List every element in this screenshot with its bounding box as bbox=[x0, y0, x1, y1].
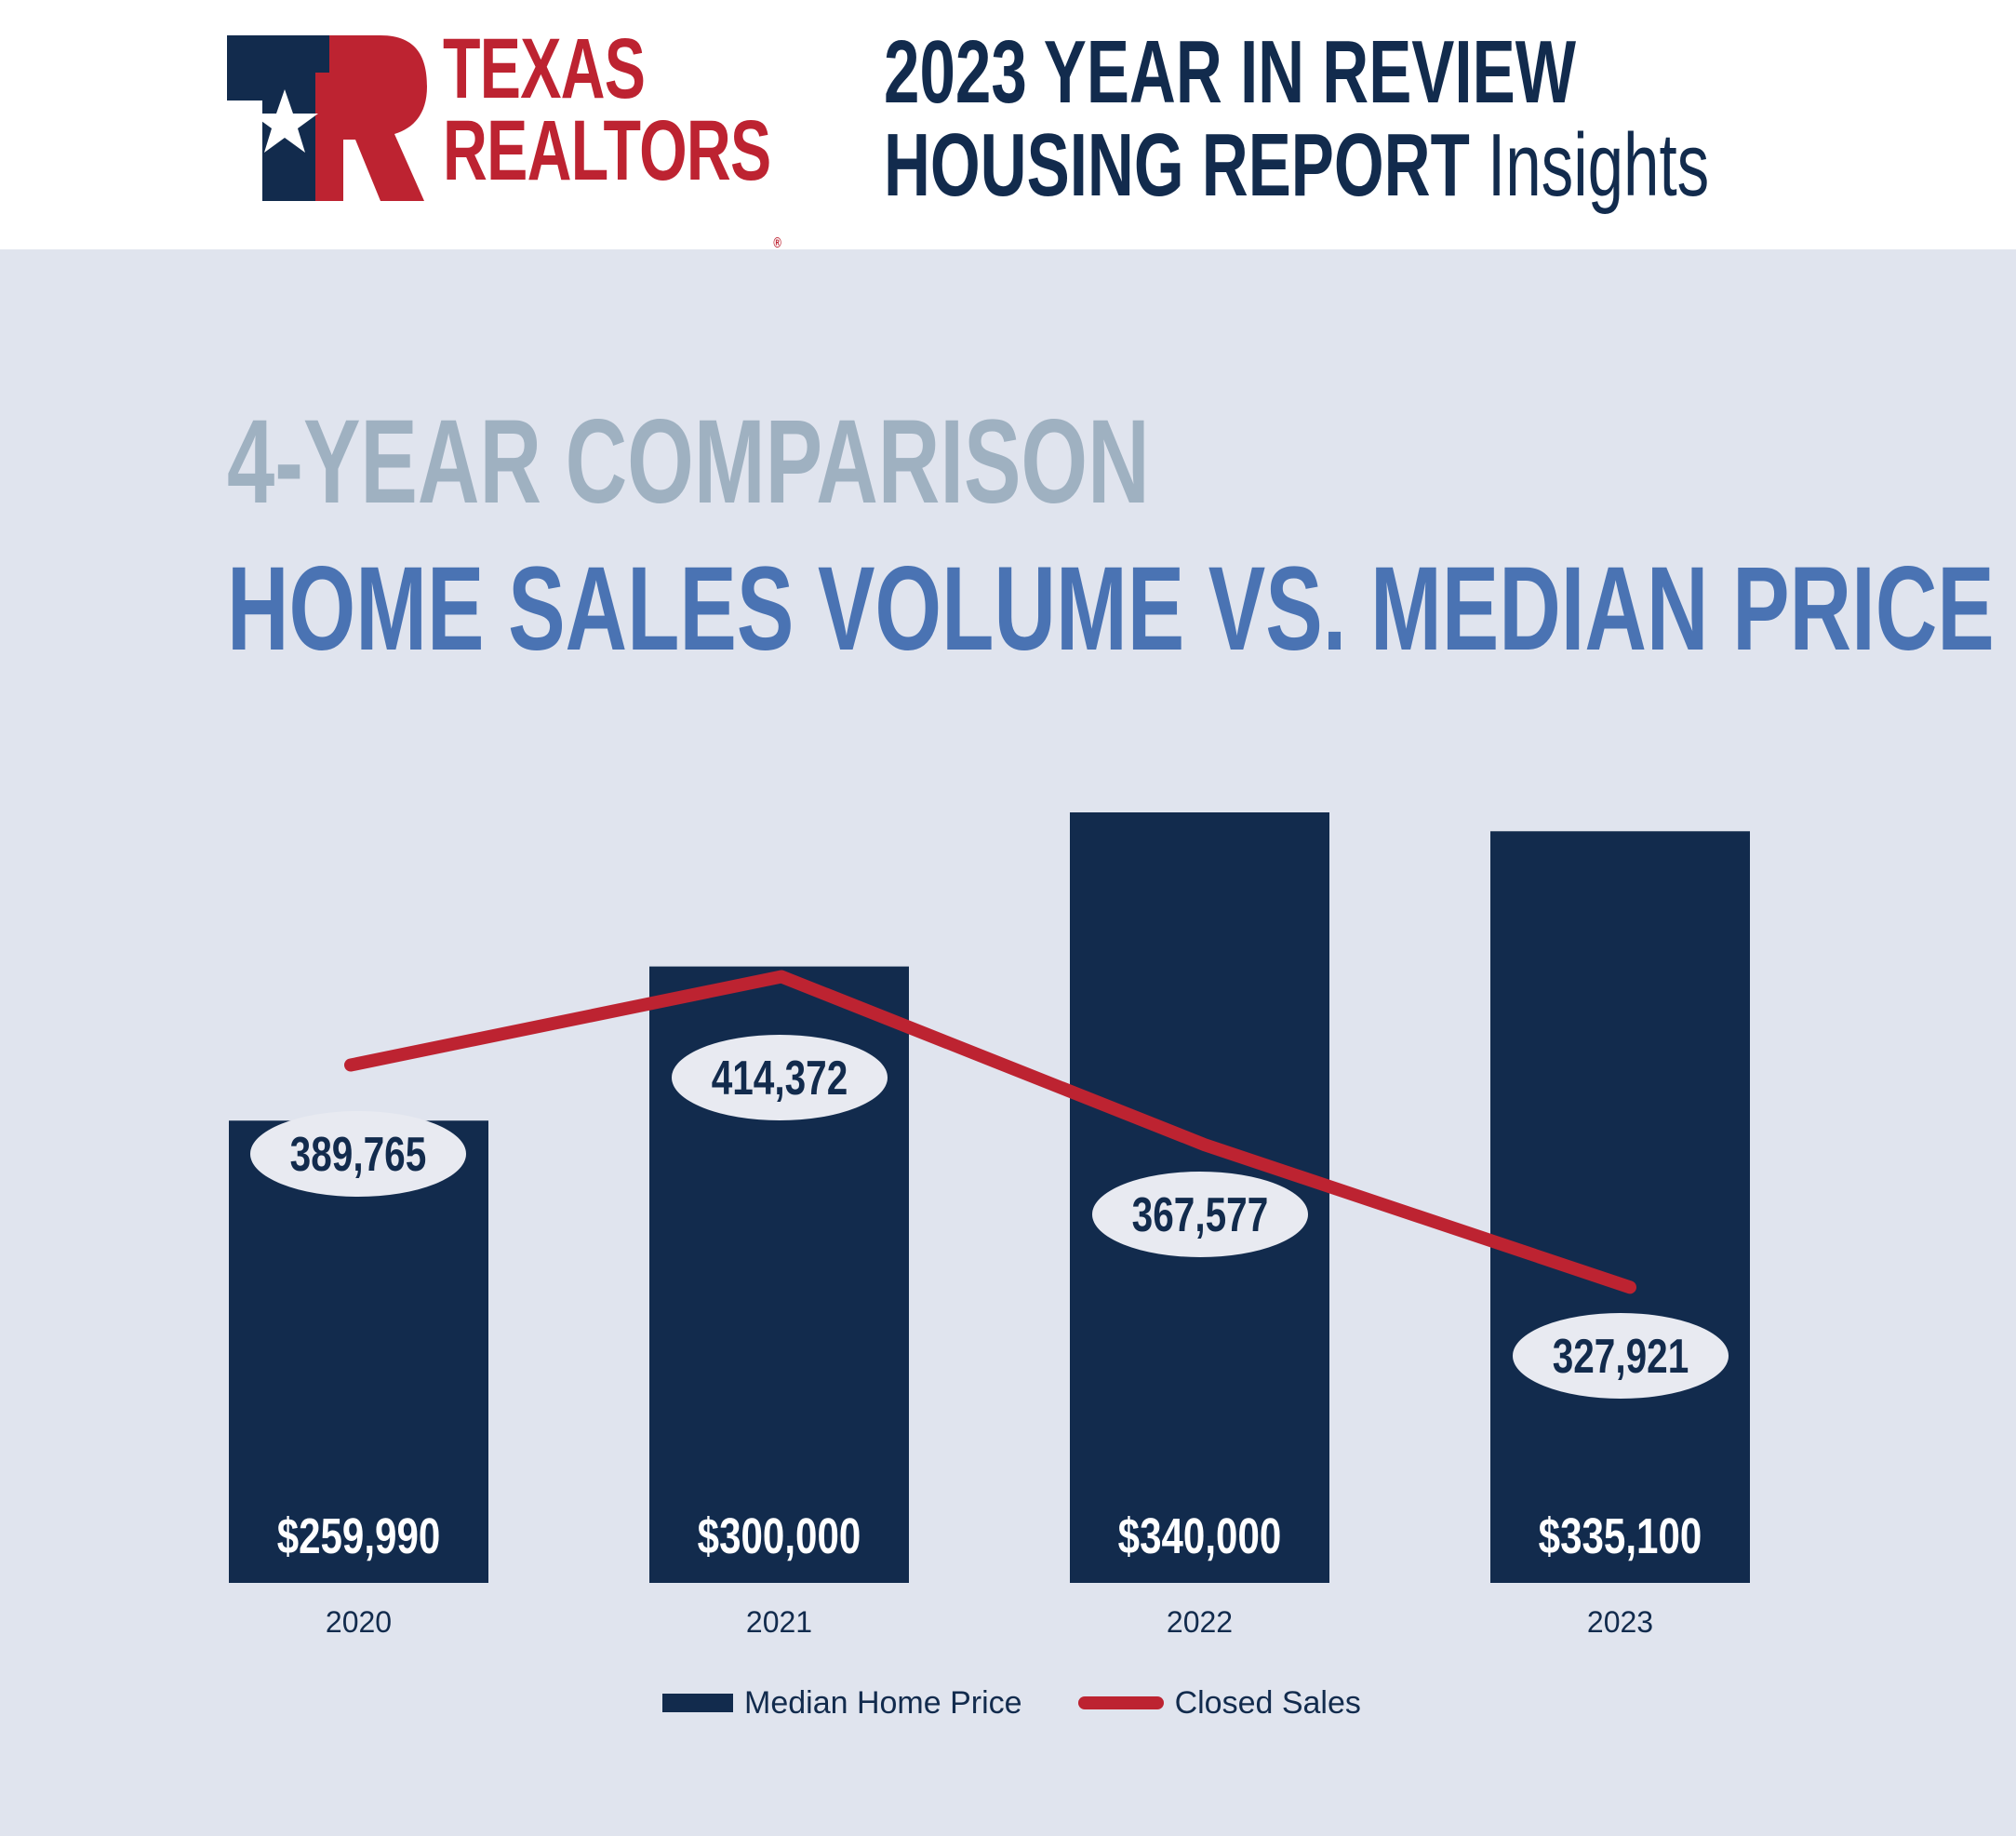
legend: Median Home Price Closed Sales bbox=[662, 1684, 1417, 1722]
bar-value-label: $340,000 bbox=[1118, 1508, 1282, 1564]
report-title-line-1: 2023 YEAR IN REVIEW bbox=[884, 22, 1576, 122]
bar-2020 bbox=[229, 1120, 488, 1583]
closed-sales-label: 327,921 bbox=[1553, 1329, 1689, 1383]
header: TEXAS REALTORS ® 2023 YEAR IN REVIEW HOUS… bbox=[0, 0, 2016, 251]
x-tick-label: 2020 bbox=[326, 1605, 392, 1639]
closed-sales-bubble bbox=[672, 1035, 888, 1120]
x-tick-label: 2023 bbox=[1587, 1605, 1653, 1639]
bar-value-label: $300,000 bbox=[698, 1508, 861, 1564]
bar-value-label: $335,100 bbox=[1539, 1508, 1702, 1564]
report-title-line-2: HOUSING REPORT bbox=[884, 115, 1470, 215]
x-tick-label: 2022 bbox=[1167, 1605, 1233, 1639]
closed-sales-bubble bbox=[250, 1111, 466, 1197]
legend-item-median-price: Median Home Price bbox=[662, 1685, 1022, 1722]
texas-realtors-logo-icon bbox=[227, 35, 427, 201]
closed-sales-label: 389,765 bbox=[290, 1127, 427, 1181]
closed-sales-line bbox=[344, 970, 1636, 1294]
report-title: 2023 YEAR IN REVIEW HOUSING REPORT Insig… bbox=[884, 26, 1709, 212]
legend-label-median-price: Median Home Price bbox=[744, 1684, 1022, 1721]
logo-wordmark: TEXAS REALTORS ® bbox=[443, 21, 781, 251]
logo-line-2: REALTORS bbox=[443, 103, 771, 198]
legend-label-closed-sales: Closed Sales bbox=[1174, 1684, 1361, 1721]
closed-sales-label: 367,577 bbox=[1132, 1187, 1269, 1241]
registered-mark: ® bbox=[773, 235, 781, 251]
x-tick-label: 2021 bbox=[746, 1605, 812, 1639]
chart-supertitle: 4-YEAR COMPARISON bbox=[227, 395, 1150, 529]
closed-sales-label: 414,372 bbox=[712, 1051, 848, 1105]
chart-title: HOME SALES VOLUME VS. MEDIAN PRICE bbox=[227, 543, 1995, 676]
logo-line-1: TEXAS bbox=[443, 21, 646, 116]
bar-2023 bbox=[1490, 831, 1750, 1583]
legend-swatch-line bbox=[1077, 1696, 1164, 1709]
legend-swatch-bar bbox=[662, 1694, 733, 1712]
closed-sales-bubble bbox=[1092, 1172, 1308, 1257]
legend-item-closed-sales: Closed Sales bbox=[1077, 1684, 1361, 1722]
bar-value-label: $259,990 bbox=[277, 1508, 441, 1564]
report-title-insights: Insights bbox=[1488, 115, 1710, 215]
closed-sales-bubble bbox=[1513, 1313, 1729, 1399]
